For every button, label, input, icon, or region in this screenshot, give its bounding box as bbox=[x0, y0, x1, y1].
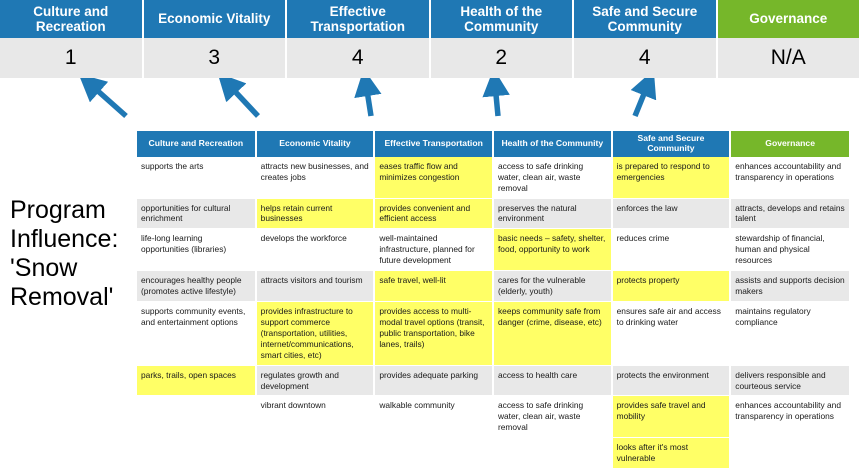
matrix-cell: provides adequate parking bbox=[374, 365, 493, 396]
score-safe-and-secure-community: 4 bbox=[574, 38, 718, 78]
matrix-cell: stewardship of financial, human and phys… bbox=[730, 229, 849, 271]
matrix-cell: attracts new businesses, and creates job… bbox=[256, 157, 375, 198]
matrix-cell: enhances accountability and transparency… bbox=[730, 396, 849, 438]
caption-line-4: Removal' bbox=[10, 283, 136, 312]
matrix-cell: life-long learning opportunities (librar… bbox=[137, 229, 256, 271]
matrix-cell: eases traffic flow and minimizes congest… bbox=[374, 157, 493, 198]
matrix-cell: well-maintained infrastructure, planned … bbox=[374, 229, 493, 271]
matrix-cell bbox=[730, 438, 849, 469]
matrix-cell: cares for the vulnerable (elderly, youth… bbox=[493, 271, 612, 302]
matrix-header-health-of-the-community: Health of the Community bbox=[493, 131, 612, 157]
matrix-header-row: Culture and Recreation Economic Vitality… bbox=[137, 131, 849, 157]
matrix-cell bbox=[137, 438, 256, 469]
matrix-cell: is prepared to respond to emergencies bbox=[612, 157, 731, 198]
matrix-cell bbox=[493, 438, 612, 469]
matrix-cell: provides access to multi-modal travel op… bbox=[374, 301, 493, 365]
matrix-cell bbox=[374, 438, 493, 469]
matrix-row: supports community events, and entertain… bbox=[137, 301, 849, 365]
matrix-cell: looks after it's most vulnerable bbox=[612, 438, 731, 469]
matrix-cell: assists and supports decision makers bbox=[730, 271, 849, 302]
matrix-cell: maintains regulatory compliance bbox=[730, 301, 849, 365]
arrow-icon-4 bbox=[495, 84, 498, 116]
matrix-cell: enforces the law bbox=[612, 198, 731, 229]
matrix-cell: keeps community safe from danger (crime,… bbox=[493, 301, 612, 365]
score-health-of-the-community: 2 bbox=[431, 38, 575, 78]
arrow-icon-3 bbox=[366, 84, 371, 116]
matrix-cell: parks, trails, open spaces bbox=[137, 365, 256, 396]
caption-line-3: 'Snow bbox=[10, 254, 136, 283]
arrow-group bbox=[0, 78, 859, 130]
matrix-cell: safe travel, well-lit bbox=[374, 271, 493, 302]
matrix-cell: develops the workforce bbox=[256, 229, 375, 271]
matrix-cell bbox=[256, 438, 375, 469]
matrix-cell: access to safe drinking water, clean air… bbox=[493, 157, 612, 198]
score-economic-vitality: 3 bbox=[144, 38, 288, 78]
matrix-cell: encourages healthy people (promotes acti… bbox=[137, 271, 256, 302]
influence-matrix-table: Culture and Recreation Economic Vitality… bbox=[137, 131, 849, 469]
scorecard-header-economic-vitality: Economic Vitality bbox=[144, 0, 288, 38]
caption-line-2: Influence: bbox=[10, 225, 136, 254]
matrix-cell: protects the environment bbox=[612, 365, 731, 396]
matrix-cell: opportunities for cultural enrichment bbox=[137, 198, 256, 229]
scorecard-band: Culture and Recreation Economic Vitality… bbox=[0, 0, 859, 78]
scorecard-header-culture-and-recreation: Culture and Recreation bbox=[0, 0, 144, 38]
matrix-cell bbox=[137, 396, 256, 438]
scorecard-header-health-of-the-community: Health of the Community bbox=[431, 0, 575, 38]
matrix-cell: attracts visitors and tourism bbox=[256, 271, 375, 302]
matrix-header-economic-vitality: Economic Vitality bbox=[256, 131, 375, 157]
matrix-header-effective-transportation: Effective Transportation bbox=[374, 131, 493, 157]
matrix-header-governance: Governance bbox=[730, 131, 849, 157]
arrow-icon-1 bbox=[90, 84, 126, 116]
matrix-cell: vibrant downtown bbox=[256, 396, 375, 438]
matrix-cell: enhances accountability and transparency… bbox=[730, 157, 849, 198]
matrix-row: looks after it's most vulnerable bbox=[137, 438, 849, 469]
matrix-cell: access to safe drinking water, clean air… bbox=[493, 396, 612, 438]
caption-line-1: Program bbox=[10, 196, 136, 225]
matrix-row: encourages healthy people (promotes acti… bbox=[137, 271, 849, 302]
scorecard-header-row: Culture and Recreation Economic Vitality… bbox=[0, 0, 859, 38]
matrix-cell: delivers responsible and courteous servi… bbox=[730, 365, 849, 396]
matrix-cell: basic needs – safety, shelter, food, opp… bbox=[493, 229, 612, 271]
score-culture-and-recreation: 1 bbox=[0, 38, 144, 78]
matrix-row: life-long learning opportunities (librar… bbox=[137, 229, 849, 271]
matrix-cell: reduces crime bbox=[612, 229, 731, 271]
matrix-cell: protects property bbox=[612, 271, 731, 302]
program-influence-caption: Program Influence: 'Snow Removal' bbox=[10, 196, 136, 312]
matrix-cell: provides convenient and efficient access bbox=[374, 198, 493, 229]
matrix-cell: walkable community bbox=[374, 396, 493, 438]
matrix-cell: attracts, develops and retains talent bbox=[730, 198, 849, 229]
matrix-header-safe-and-secure-community: Safe and Secure Community bbox=[612, 131, 731, 157]
matrix-cell: preserves the natural environment bbox=[493, 198, 612, 229]
matrix-cell: provides safe travel and mobility bbox=[612, 396, 731, 438]
matrix-cell: provides infrastructure to support comme… bbox=[256, 301, 375, 365]
scorecard-header-effective-transportation: Effective Transportation bbox=[287, 0, 431, 38]
matrix-cell: ensures safe air and access to drinking … bbox=[612, 301, 731, 365]
matrix-cell: supports community events, and entertain… bbox=[137, 301, 256, 365]
arrow-icon-2 bbox=[228, 84, 258, 116]
scorecard-header-governance: Governance bbox=[718, 0, 859, 38]
matrix-cell: helps retain current businesses bbox=[256, 198, 375, 229]
score-governance: N/A bbox=[718, 38, 859, 78]
scorecard-header-safe-and-secure-community: Safe and Secure Community bbox=[574, 0, 718, 38]
matrix-header-culture-and-recreation: Culture and Recreation bbox=[137, 131, 256, 157]
score-effective-transportation: 4 bbox=[287, 38, 431, 78]
matrix-cell: access to health care bbox=[493, 365, 612, 396]
matrix-cell: regulates growth and development bbox=[256, 365, 375, 396]
matrix-cell: supports the arts bbox=[137, 157, 256, 198]
arrow-icon-5 bbox=[635, 84, 648, 116]
scorecard-score-row: 1 3 4 2 4 N/A bbox=[0, 38, 859, 78]
